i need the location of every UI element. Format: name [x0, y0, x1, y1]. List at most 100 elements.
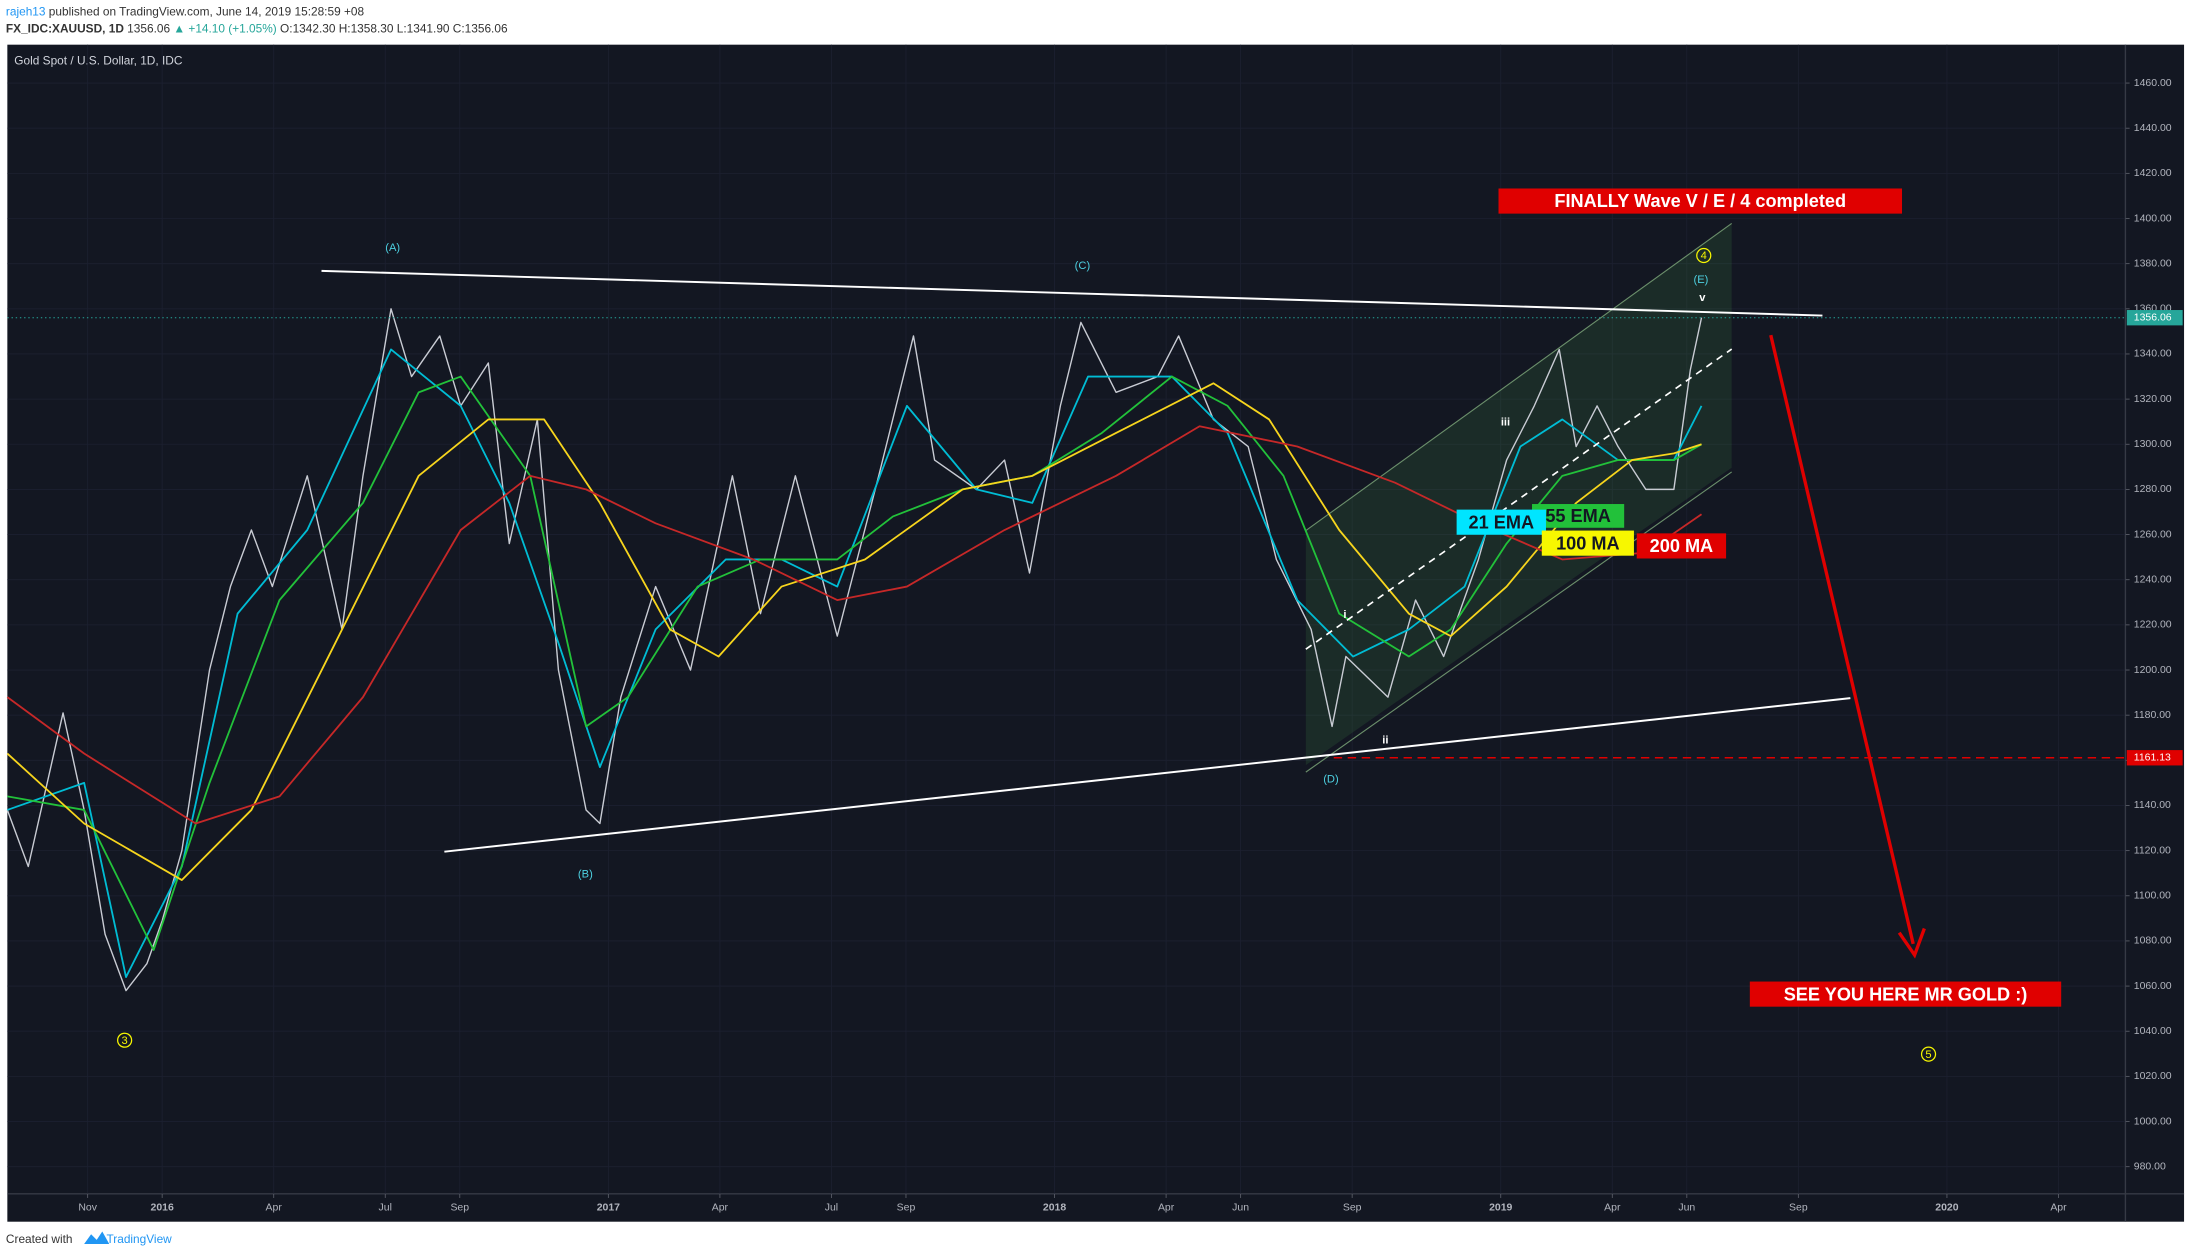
mid-trendline: [1305, 348, 1733, 650]
y-tick-label: 1260.00: [2134, 529, 2172, 540]
y-tick-label: 1420.00: [2134, 168, 2172, 179]
ma-label-box: [1456, 509, 1546, 535]
price-line: [6, 308, 1703, 992]
wave-circle: [117, 1032, 133, 1048]
wave-label: (C): [1075, 260, 1091, 272]
x-tick-label: Apr: [712, 1203, 729, 1214]
x-tick-label: 2019: [1489, 1203, 1512, 1214]
y-tick-label: 1100.00: [2134, 891, 2171, 902]
x-tick-label: Jul: [825, 1203, 838, 1214]
wave-label: 3: [122, 1035, 128, 1047]
ma-label-box: [1636, 533, 1727, 559]
y-tick-label: 1060.00: [2134, 981, 2172, 992]
y-tick-label: 1200.00: [2134, 665, 2172, 676]
y-tick-label: 1140.00: [2134, 800, 2171, 811]
wave-label: i: [1343, 609, 1346, 621]
x-tick-label: Sep: [450, 1203, 469, 1214]
wave-label: (B): [578, 869, 593, 881]
ma-label-box: [1532, 504, 1625, 528]
y-tick-label: 1340.00: [2134, 349, 2172, 360]
x-tick-label: Sep: [897, 1203, 916, 1214]
x-tick-label: 2018: [1043, 1203, 1066, 1214]
callout: FINALLY Wave V / E / 4 completed: [1554, 191, 1846, 211]
forecast-arrow: [1769, 334, 1915, 945]
wave-label: (E): [1694, 274, 1709, 286]
wave-label: 4: [1701, 250, 1707, 262]
upper-trendline: [321, 269, 1823, 317]
ma-label: 21 EMA: [1469, 512, 1535, 532]
y-tick-label: 1120.00: [2134, 845, 2171, 856]
wave-label: (A): [385, 242, 400, 254]
ohlc: O:1342.30 H:1358.30 L:1341.90 C:1356.06: [280, 21, 508, 35]
x-tick-label: Nov: [78, 1203, 97, 1214]
y-tick-label: 1280.00: [2134, 484, 2172, 495]
y-tick-label: 1000.00: [2134, 1116, 2172, 1127]
y-tick-label: 1460.00: [2134, 78, 2172, 89]
wave-circle: [1920, 1046, 1937, 1062]
x-tick-label: 2020: [1935, 1203, 1958, 1214]
y-tick-label: 1440.00: [2134, 123, 2172, 134]
x-tick-label: Sep: [1789, 1203, 1808, 1214]
plot: [6, 308, 1703, 992]
lower-trendline: [444, 697, 1851, 853]
published: published on TradingView.com, June 14, 2…: [49, 5, 365, 19]
x-tick-label: Jul: [379, 1203, 392, 1214]
y-tick-label: 1300.00: [2134, 439, 2172, 450]
y-tick-label: 1380.00: [2134, 258, 2172, 269]
grid: 980.00 1000.00 1020.00 1040.00 1060.00 1080.0…: [7, 44, 2172, 1214]
ma-label: 200 MA: [1650, 536, 1714, 556]
channel-fill: [1305, 223, 1732, 766]
ma-label-box: [1541, 530, 1634, 556]
chart-title: Gold Spot / U.S. Dollar, 1D, IDC: [14, 54, 183, 68]
ma-line: [6, 382, 1702, 881]
x-tick-label: Sep: [1343, 1203, 1362, 1214]
x-tick-label: Apr: [1158, 1203, 1175, 1214]
ma-line: [7, 348, 1703, 978]
channel-upper: [1305, 222, 1733, 532]
channel-lower: [1305, 471, 1733, 773]
x-tick-label: Jun: [1678, 1203, 1695, 1214]
callout-box: [1749, 981, 2062, 1007]
author[interactable]: rajeh13: [6, 5, 46, 19]
header-line: rajeh13 published on TradingView.com, Ju…: [6, 5, 365, 19]
y-tick-label: 1360.00: [2134, 304, 2172, 315]
callout: SEE YOU HERE MR GOLD :): [1784, 984, 2028, 1004]
y-tick-label: 1400.00: [2134, 213, 2172, 224]
x-tick-label: 2017: [597, 1203, 620, 1214]
x-tick-label: 2016: [151, 1203, 174, 1214]
ma-label: 55 EMA: [1545, 506, 1611, 526]
y-tick-label: 980.00: [2134, 1161, 2166, 1172]
last-price: 1356.06: [127, 21, 170, 35]
price-tag-box: [2126, 310, 2183, 326]
footer-brand[interactable]: TradingView: [106, 1232, 172, 1246]
x-tick-label: Jun: [1232, 1203, 1249, 1214]
wave-label: ii: [1382, 735, 1388, 747]
callout-box: [1498, 188, 1903, 214]
x-tick-label: Apr: [2050, 1203, 2067, 1214]
ma-line: [6, 425, 1703, 825]
symbol-line: FX_IDC:XAUUSD, 1D 1356.06 ▲ +14.10 (+1.0…: [6, 21, 508, 35]
symbol: FX_IDC:XAUUSD, 1D: [6, 21, 124, 35]
y-tick-label: 1220.00: [2134, 620, 2172, 631]
price-tag: 1356.06: [2134, 312, 2172, 323]
wave-label: 5: [1925, 1049, 1931, 1061]
chart-panel: [7, 44, 2185, 1222]
y-tick-label: 1020.00: [2134, 1071, 2172, 1082]
wave-circle: [1696, 247, 1712, 264]
x-tick-label: Apr: [1604, 1203, 1621, 1214]
y-tick-label: 1040.00: [2134, 1026, 2172, 1037]
price-tag-box: [2126, 750, 2183, 766]
price-tag: 1161.13: [2134, 753, 2171, 764]
ma-label: 100 MA: [1556, 533, 1620, 553]
y-tick-label: 1320.00: [2134, 394, 2172, 405]
forecast-arrowhead: [1897, 927, 1926, 959]
wave-label: iii: [1501, 416, 1510, 428]
change: ▲ +14.10 (+1.05%): [173, 21, 276, 35]
logo: [84, 1231, 110, 1245]
wave-label: v: [1699, 292, 1706, 304]
y-tick-label: 1240.00: [2134, 574, 2172, 585]
overlay: 1356.06 1161.13 55 EMA 21 EMA 100 MA 200 MA FI…: [7, 188, 2183, 1062]
wave-label: (D): [1323, 774, 1339, 786]
